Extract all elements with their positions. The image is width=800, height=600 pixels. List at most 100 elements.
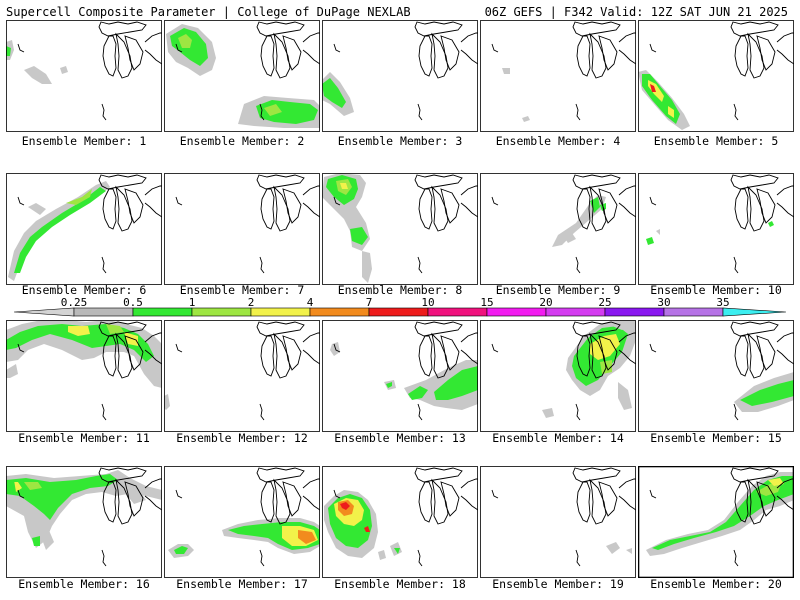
scp-field-contour: [60, 66, 68, 74]
member-map-panel: [480, 173, 636, 285]
great-lakes-outline: [144, 478, 162, 489]
great-lakes-outline: [747, 185, 765, 232]
great-lakes-outline: [460, 32, 478, 43]
colorbar-tick-label: 10: [421, 296, 434, 309]
great-lakes-outline: [730, 467, 779, 483]
member-label: Ensemble Member: 12: [176, 431, 308, 445]
great-lakes-outline: [273, 185, 291, 232]
colorbar-tick-label: 2: [248, 296, 255, 309]
panel-frame: [164, 466, 320, 578]
great-lakes-outline: [302, 495, 320, 511]
scp-field-contour: [362, 251, 372, 283]
panel-frame: [6, 320, 162, 432]
scp-field-contour: [178, 34, 192, 48]
colorbar-segment: [604, 307, 665, 317]
colorbar-tick-label: 4: [307, 296, 314, 309]
scp-field-contour: [28, 203, 46, 215]
member-label: Ensemble Member: 8: [337, 283, 463, 297]
member-map-panel: [322, 320, 478, 432]
great-lakes-outline: [260, 335, 275, 377]
scp-field-contour: [340, 183, 348, 189]
scp-field-contour: [606, 542, 620, 554]
colorbar-segment: [73, 307, 134, 317]
member-map: [480, 173, 636, 285]
great-lakes-outline: [491, 196, 499, 206]
great-lakes-outline: [302, 332, 320, 343]
colorbar-segment: [427, 307, 488, 317]
great-lakes-outline: [756, 35, 776, 71]
great-lakes-outline: [302, 349, 320, 365]
great-lakes-outline: [598, 481, 618, 517]
scp-field-contour: [768, 221, 774, 227]
member-map-panel: [6, 320, 162, 432]
scp-field-contour: [24, 66, 52, 84]
colorbar-segment: [309, 307, 370, 317]
colorbar-svg: 0.25 0.5 1 2 4 7 10 15 20 25 30 35: [13, 296, 787, 317]
great-lakes-outline: [102, 481, 117, 523]
member-map-panel: [322, 20, 478, 132]
panel-frame: [638, 466, 794, 578]
member-map: [480, 466, 636, 578]
member-map-panel: [638, 320, 794, 432]
scp-field-contour: [590, 334, 620, 360]
figure-valid-time: 06Z GEFS | F342 Valid: 12Z SAT JUN 21 20…: [484, 5, 788, 19]
great-lakes-outline: [302, 49, 320, 65]
great-lakes-outline: [101, 256, 107, 274]
scp-field-contour: [124, 332, 138, 346]
member-label: Ensemble Member: 1: [21, 134, 147, 148]
member-map: [322, 20, 478, 132]
great-lakes-outline: [618, 495, 636, 511]
great-lakes-outline: [575, 256, 581, 274]
great-lakes-outline: [440, 335, 460, 371]
great-lakes-outline: [572, 21, 621, 37]
great-lakes-outline: [302, 478, 320, 489]
great-lakes-outline: [776, 32, 794, 43]
great-lakes-outline: [734, 188, 749, 230]
member-label: Ensemble Member: 17: [176, 577, 308, 591]
member-map-panel: [6, 466, 162, 578]
great-lakes-outline: [115, 332, 133, 379]
great-lakes-outline: [589, 478, 607, 525]
great-lakes-outline: [776, 49, 794, 65]
great-lakes-outline: [734, 335, 749, 377]
scp-field-contour: [68, 326, 90, 336]
great-lakes-outline: [589, 185, 607, 232]
scp-field-contour: [668, 106, 674, 118]
member-map: [638, 320, 794, 432]
great-lakes-outline: [124, 481, 144, 517]
scp-field-contour: [394, 548, 400, 554]
colorbar-segment: [722, 307, 787, 317]
scp-field-contour: [502, 68, 510, 74]
great-lakes-outline: [440, 35, 460, 71]
great-lakes-outline: [756, 188, 776, 224]
great-lakes-outline: [259, 403, 265, 421]
member-map-panel: [638, 20, 794, 132]
member-map: [480, 20, 636, 132]
scp-field-contour: [656, 229, 660, 235]
panel-frame: [322, 466, 478, 578]
great-lakes-outline: [598, 35, 618, 71]
member-map: [322, 466, 478, 578]
great-lakes-outline: [282, 35, 302, 71]
panel-frame: [6, 173, 162, 285]
great-lakes-outline: [730, 174, 779, 190]
colorbar-tick-label: 20: [539, 296, 552, 309]
great-lakes-outline: [333, 196, 341, 206]
great-lakes-outline: [618, 32, 636, 43]
scp-field-contour: [164, 394, 170, 410]
great-lakes-outline: [649, 43, 657, 53]
member-label: Ensemble Member: 5: [653, 134, 779, 148]
member-map-panel: [322, 466, 478, 578]
great-lakes-outline: [460, 349, 478, 365]
member-map-panel: [164, 466, 320, 578]
great-lakes-outline: [460, 185, 478, 196]
member-map: [6, 466, 162, 578]
member-map-panel: [480, 20, 636, 132]
great-lakes-outline: [333, 343, 341, 353]
great-lakes-outline: [144, 332, 162, 343]
member-map-panel: [6, 20, 162, 132]
scp-field-contour: [6, 46, 11, 56]
member-label: Ensemble Member: 10: [650, 283, 782, 297]
great-lakes-outline: [460, 332, 478, 343]
